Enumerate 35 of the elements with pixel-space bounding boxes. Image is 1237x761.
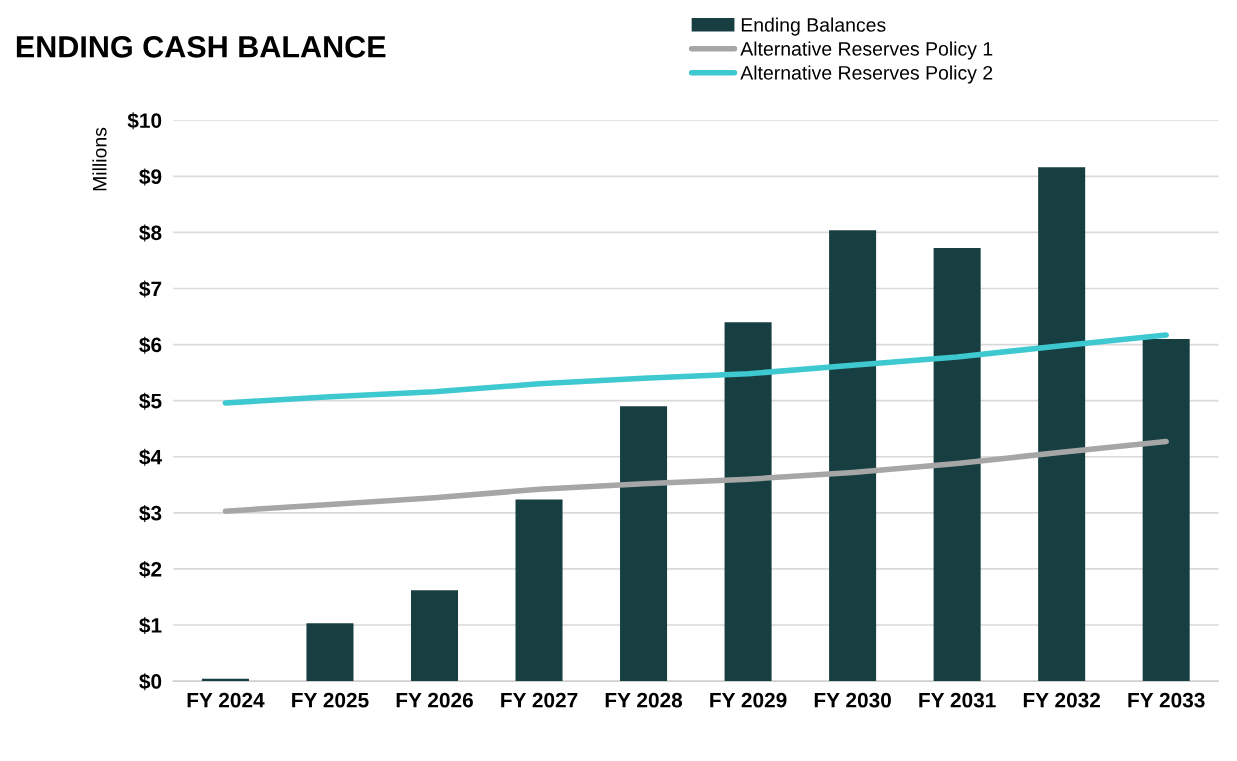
y-tick-label: $7 <box>139 280 162 298</box>
y-axis-title: Millions <box>92 127 107 191</box>
bar <box>306 623 354 682</box>
y-tick-label: $9 <box>139 168 162 186</box>
legend-label: Alternative Reserves Policy 1 <box>740 41 993 60</box>
x-tick-label: FY 2030 <box>814 692 891 708</box>
x-tick-label: FY 2029 <box>710 692 787 708</box>
bar <box>724 322 772 682</box>
bar <box>1038 167 1086 682</box>
bar <box>410 590 459 682</box>
y-tick-label: $1 <box>139 617 162 635</box>
bar <box>933 248 981 682</box>
bar <box>829 230 877 682</box>
x-tick-label: FY 2027 <box>501 692 578 708</box>
y-tick-label: $5 <box>139 392 162 410</box>
y-tick-label: $2 <box>139 561 162 579</box>
x-tick-label: FY 2033 <box>1128 692 1205 708</box>
x-tick-label: FY 2032 <box>1023 692 1101 708</box>
y-tick-label: $6 <box>139 336 162 354</box>
y-tick-label: $10 <box>127 112 162 130</box>
x-tick-label: FY 2024 <box>187 692 265 708</box>
y-tick-label: $3 <box>139 504 162 522</box>
chart-title: ENDING CASH BALANCE <box>16 36 386 58</box>
y-tick-label: $4 <box>139 448 162 466</box>
legend-label: Alternative Reserves Policy 2 <box>740 65 993 84</box>
x-tick-label: FY 2031 <box>919 692 996 708</box>
legend-label: Ending Balances <box>741 17 886 36</box>
y-tick-label: $8 <box>139 224 162 242</box>
bar <box>620 406 668 682</box>
bar <box>515 499 563 682</box>
x-tick-label: FY 2026 <box>396 692 473 708</box>
x-tick-label: FY 2028 <box>605 692 683 708</box>
bar <box>1142 338 1190 682</box>
y-tick-label: $0 <box>139 673 162 691</box>
x-tick-label: FY 2025 <box>292 692 369 708</box>
